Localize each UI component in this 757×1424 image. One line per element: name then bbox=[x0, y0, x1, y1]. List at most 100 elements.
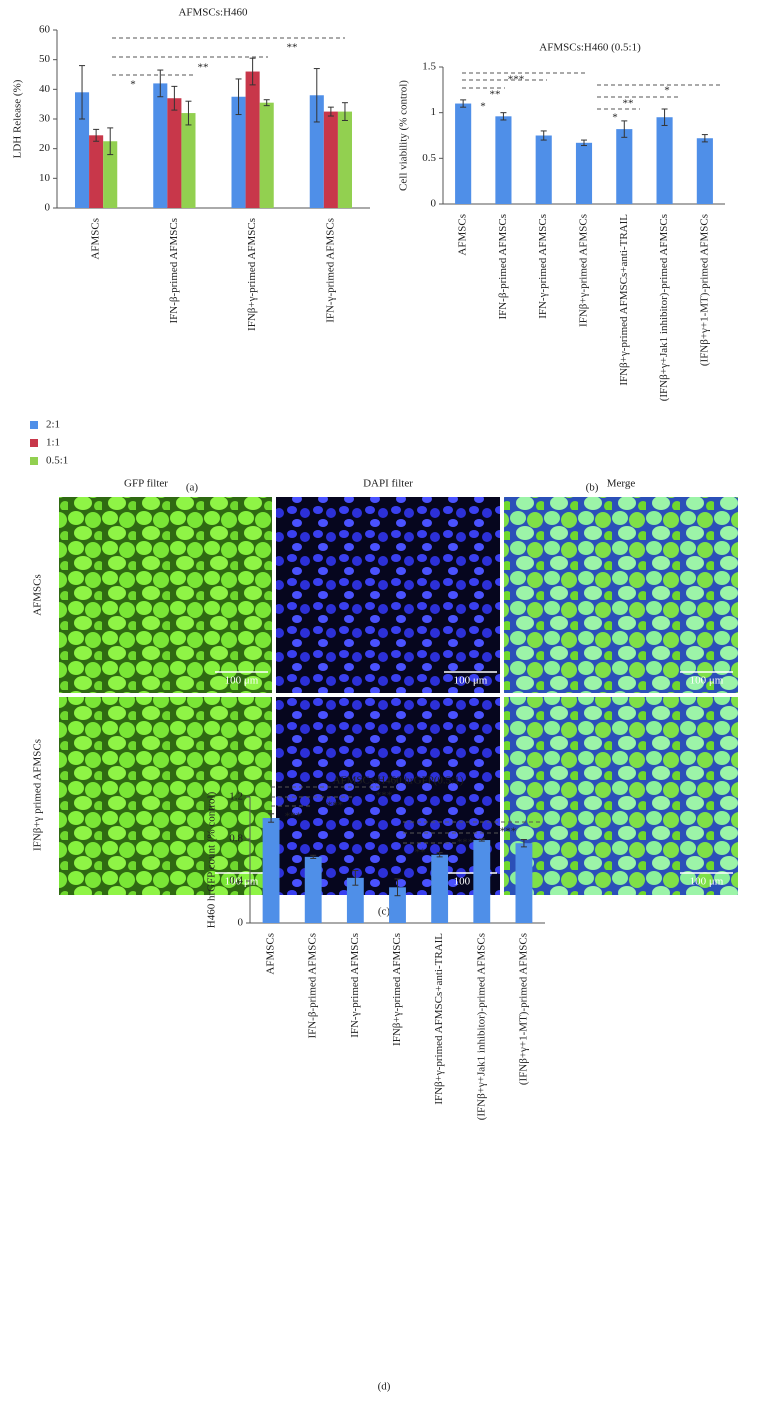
bar bbox=[231, 96, 246, 208]
bar bbox=[153, 83, 168, 208]
y-tick-label: 0.5 bbox=[422, 152, 436, 164]
x-tick-label: IFN-γ-primed AFMSCs bbox=[324, 218, 336, 323]
x-tick-label: IFN-β-primed AFMSCs bbox=[168, 218, 180, 324]
significance-label: * bbox=[480, 101, 486, 113]
y-tick-label: 0 bbox=[238, 917, 244, 929]
bar bbox=[103, 141, 118, 208]
scale-bar-label: 100 μm bbox=[690, 675, 724, 687]
bar bbox=[455, 103, 472, 204]
micrograph bbox=[59, 697, 272, 895]
x-tick-label: IFN-β-primed AFMSCs bbox=[307, 933, 319, 1039]
error-bar bbox=[327, 106, 334, 117]
bar bbox=[656, 117, 673, 204]
micrograph bbox=[504, 697, 738, 895]
significance-label: *** bbox=[508, 74, 525, 86]
panel-label: (b) bbox=[586, 482, 599, 494]
significance-label: * bbox=[612, 112, 618, 124]
error-bar bbox=[249, 57, 256, 86]
y-tick-label: 0.8 bbox=[229, 833, 243, 845]
error-bar bbox=[93, 128, 100, 142]
y-tick-label: 20 bbox=[39, 142, 51, 154]
y-tick-label: 60 bbox=[39, 24, 51, 36]
legend-label: 0.5:1 bbox=[46, 455, 68, 467]
error-bar bbox=[185, 100, 192, 126]
significance-label: *** bbox=[457, 837, 474, 849]
significance-label: ** bbox=[415, 847, 426, 859]
bar bbox=[696, 138, 713, 204]
micrograph-grid bbox=[59, 497, 738, 895]
error-bar bbox=[157, 69, 164, 98]
bar bbox=[304, 856, 322, 923]
error-bar bbox=[310, 854, 317, 859]
bar bbox=[515, 843, 533, 923]
error-bar bbox=[478, 838, 485, 842]
error-bar bbox=[341, 102, 348, 121]
bar bbox=[323, 111, 338, 208]
error-bar bbox=[171, 85, 178, 111]
y-tick-label: 30 bbox=[39, 113, 51, 125]
error-bar bbox=[520, 839, 527, 848]
column-header: Merge bbox=[607, 478, 636, 490]
x-tick-label: AFMSCs bbox=[457, 214, 469, 256]
bar bbox=[473, 840, 491, 923]
legend-label: 2:1 bbox=[46, 419, 60, 431]
bar bbox=[575, 142, 593, 204]
error-bar bbox=[394, 878, 401, 897]
y-tick-label: 1.5 bbox=[422, 61, 436, 73]
bar bbox=[535, 135, 552, 204]
significance-label: *** bbox=[500, 826, 517, 838]
chart-title: AFMSCs:H460 (0.5:1) bbox=[539, 42, 641, 54]
bar bbox=[89, 135, 104, 208]
y-tick-label: 10 bbox=[39, 172, 51, 184]
x-tick-label: (IFNβ+γ+1-MT)-primed AFMSCs bbox=[517, 933, 529, 1085]
significance-label: *** bbox=[285, 811, 302, 823]
column-header: GFP filter bbox=[124, 478, 168, 490]
error-bar bbox=[79, 65, 86, 120]
error-bar bbox=[313, 68, 320, 123]
significance-label: * bbox=[130, 79, 136, 91]
error-bar bbox=[540, 130, 547, 141]
x-tick-label: (IFNβ+γ+Jak1 inhibitor)-primed AFMSCs bbox=[475, 933, 487, 1120]
error-bar bbox=[460, 99, 467, 108]
legend-swatch bbox=[30, 439, 38, 447]
panel-label: (a) bbox=[186, 482, 199, 494]
bar bbox=[346, 877, 364, 923]
x-tick-label: AFMSCs bbox=[265, 933, 277, 975]
bar bbox=[262, 818, 280, 923]
y-tick-label: 0 bbox=[431, 198, 437, 210]
row-label: AFMSCs bbox=[32, 574, 44, 616]
x-tick-label: IFNβ+γ-primed AFMSCs bbox=[246, 218, 258, 331]
error-bar bbox=[436, 852, 443, 858]
significance-label: ** bbox=[198, 62, 209, 74]
error-bar bbox=[701, 134, 708, 143]
significance-label: ** bbox=[287, 42, 298, 54]
error-bar bbox=[107, 127, 114, 156]
x-tick-label: (IFNβ+γ+Jak1 inhibitor)-primed AFMSCs bbox=[658, 214, 670, 401]
legend-swatch bbox=[30, 457, 38, 465]
y-tick-label: 1 bbox=[431, 106, 437, 118]
significance-label: *** bbox=[327, 800, 344, 812]
bar bbox=[431, 854, 449, 923]
micrograph bbox=[504, 497, 738, 693]
micrograph bbox=[59, 497, 272, 693]
chart-title: AFMSCs:H460 hrGFP(0.5:1) bbox=[333, 775, 464, 787]
x-tick-label: AFMSCs bbox=[90, 218, 102, 260]
x-tick-label: IFN-β-primed AFMSCs bbox=[497, 214, 509, 320]
row-label: IFNβ+γ primed AFMSCs bbox=[32, 739, 44, 851]
y-tick-label: 1.2 bbox=[229, 791, 243, 803]
bar bbox=[389, 887, 406, 923]
x-tick-label: (IFNβ+γ+1-MT)-primed AFMSCs bbox=[698, 214, 710, 366]
y-axis-label: Cell viability (% control) bbox=[398, 80, 410, 191]
y-axis-label: LDH Release (%) bbox=[12, 79, 24, 158]
scale-bar-label: 100 μm bbox=[225, 675, 259, 687]
significance-label: * bbox=[664, 85, 670, 97]
bar bbox=[259, 102, 274, 208]
y-tick-label: 0 bbox=[45, 202, 51, 214]
bar bbox=[167, 98, 182, 208]
panel-label: (d) bbox=[378, 1381, 391, 1393]
micrograph bbox=[276, 497, 500, 693]
error-bar bbox=[581, 139, 587, 147]
column-header: DAPI filter bbox=[363, 478, 413, 490]
x-tick-label: IFNβ+γ-primed AFMSCs bbox=[578, 214, 590, 327]
